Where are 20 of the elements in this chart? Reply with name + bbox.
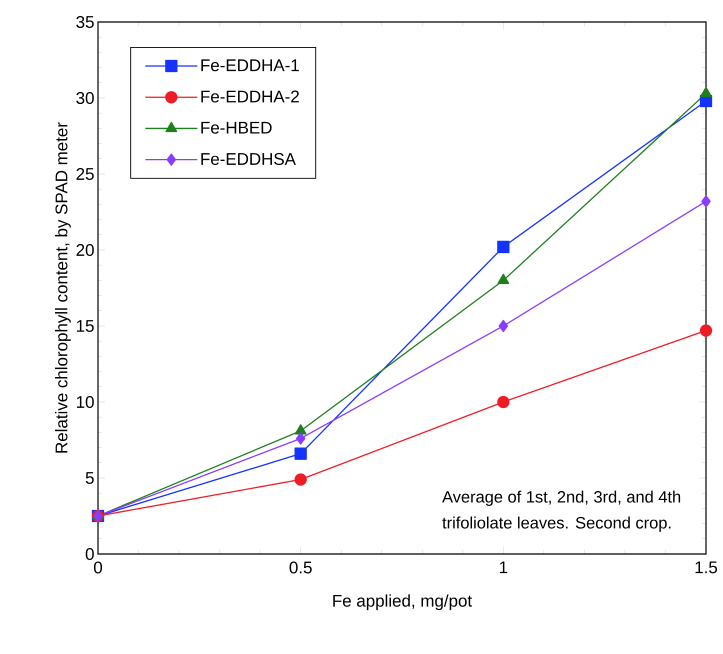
y-tick-label: 10 bbox=[76, 396, 94, 408]
x-axis-title: Fe applied, mg/pot bbox=[333, 594, 472, 610]
y-axis-title: Relative chlorophyll content, by SPAD meter bbox=[55, 122, 71, 453]
y-tick-label: 5 bbox=[86, 472, 94, 484]
y-tick-label: 15 bbox=[76, 320, 94, 332]
x-tick-label: 0 bbox=[94, 562, 102, 574]
legend-label: Fe-EDDHSA bbox=[201, 152, 296, 165]
legend-label: Fe-EDDHA-2 bbox=[201, 90, 299, 103]
y-tick-label: 0 bbox=[86, 548, 94, 560]
y-tick-label: 35 bbox=[76, 16, 94, 28]
legend-label: Fe-EDDHA-1 bbox=[201, 59, 299, 72]
y-tick-label: 20 bbox=[76, 244, 94, 256]
x-tick-label: 1 bbox=[500, 562, 508, 574]
y-tick-label: 25 bbox=[76, 168, 94, 180]
legend-label: Fe-HBED bbox=[201, 122, 272, 134]
y-tick-label: 30 bbox=[76, 92, 94, 104]
x-tick-label: 1.5 bbox=[696, 562, 718, 574]
annotation: trifoliolate leaves. Second crop. bbox=[442, 516, 670, 532]
annotation: Average of 1st, 2nd, 3rd, and 4th bbox=[442, 490, 680, 506]
x-tick-label: 0.5 bbox=[290, 562, 312, 574]
